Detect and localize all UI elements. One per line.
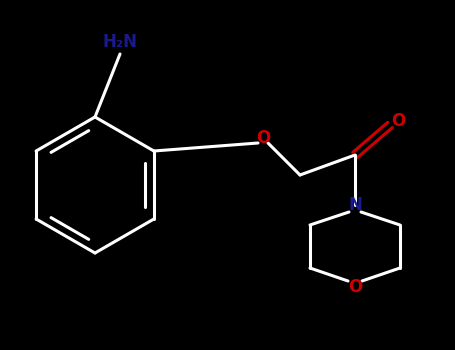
Text: O: O <box>348 278 362 296</box>
Text: O: O <box>256 129 270 147</box>
Text: O: O <box>391 112 405 130</box>
Text: H₂N: H₂N <box>102 33 137 51</box>
Text: N: N <box>348 196 362 214</box>
